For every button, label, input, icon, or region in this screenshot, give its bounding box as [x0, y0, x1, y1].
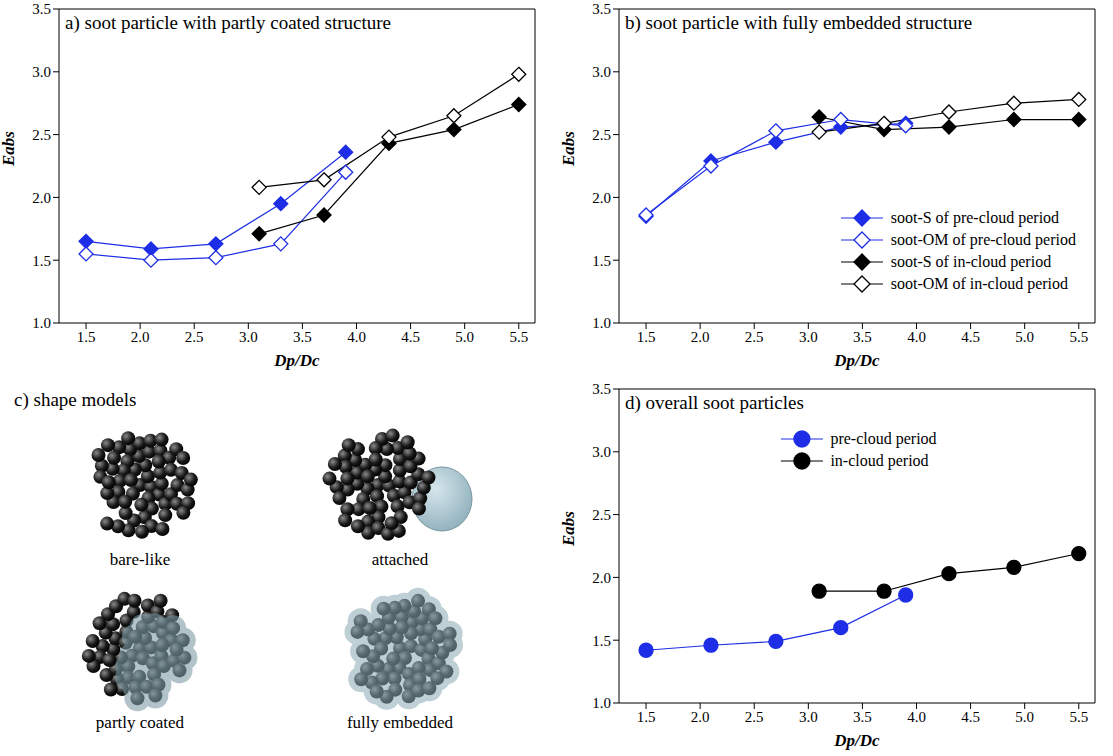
html-text:soot-S of in-cloud period: soot-S of in-cloud period	[890, 253, 1052, 270]
svg-text:Dp/Dc: Dp/Dc	[833, 731, 880, 750]
svg-text:5.5: 5.5	[509, 329, 528, 345]
svg-text:1.5: 1.5	[77, 329, 96, 345]
svg-text:attached: attached	[372, 550, 429, 569]
svg-text:2.5: 2.5	[592, 127, 611, 143]
svg-text:3.0: 3.0	[592, 64, 611, 80]
svg-text:4.5: 4.5	[401, 329, 420, 345]
svg-text:3.0: 3.0	[592, 444, 611, 460]
html-text:a) soot particle with partly c: a) soot particle with partly coated stru…	[65, 12, 391, 33]
svg-text:3.0: 3.0	[799, 329, 818, 345]
svg-text:Eabs: Eabs	[0, 131, 18, 167]
svg-text:2.0: 2.0	[131, 329, 150, 345]
svg-text:Dp/Dc: Dp/Dc	[833, 351, 880, 370]
svg-text:Eabs: Eabs	[560, 131, 578, 167]
svg-text:5.0: 5.0	[455, 329, 474, 345]
svg-text:4.5: 4.5	[961, 329, 980, 345]
svg-text:3.5: 3.5	[853, 709, 872, 725]
svg-text:fully embedded: fully embedded	[347, 713, 454, 732]
svg-text:4.0: 4.0	[907, 329, 926, 345]
svg-text:1.5: 1.5	[32, 253, 51, 269]
svg-text:4.0: 4.0	[347, 329, 366, 345]
svg-text:2.0: 2.0	[592, 190, 611, 206]
svg-text:3.0: 3.0	[239, 329, 258, 345]
svg-text:3.0: 3.0	[799, 709, 818, 725]
svg-text:3.5: 3.5	[592, 381, 611, 397]
svg-text:1.5: 1.5	[637, 329, 656, 345]
svg-text:1.0: 1.0	[32, 315, 51, 331]
svg-text:3.5: 3.5	[293, 329, 312, 345]
svg-text:4.5: 4.5	[961, 709, 980, 725]
svg-text:1.0: 1.0	[592, 695, 611, 711]
html-text:pre-cloud period: pre-cloud period	[830, 430, 937, 447]
svg-text:3.0: 3.0	[32, 64, 51, 80]
html-text:in-cloud period: in-cloud period	[830, 452, 929, 469]
svg-text:3.5: 3.5	[853, 329, 872, 345]
svg-text:2.5: 2.5	[592, 507, 611, 523]
html-text:b) soot particle with fully em: b) soot particle with fully embedded str…	[625, 12, 973, 33]
html-text:soot-S of pre-cloud period: soot-S of pre-cloud period	[890, 209, 1060, 226]
svg-text:5.5: 5.5	[1069, 329, 1088, 345]
html-text:soot-OM of pre-cloud period: soot-OM of pre-cloud period	[890, 231, 1076, 248]
svg-text:partly coated: partly coated	[96, 713, 185, 732]
svg-text:1.5: 1.5	[592, 253, 611, 269]
svg-text:2.5: 2.5	[745, 329, 764, 345]
svg-text:Eabs: Eabs	[560, 511, 578, 547]
svg-text:1.5: 1.5	[592, 633, 611, 649]
svg-text:2.0: 2.0	[691, 329, 710, 345]
svg-text:3.5: 3.5	[32, 1, 51, 17]
svg-text:3.5: 3.5	[592, 1, 611, 17]
html-text:soot-OM of in-cloud period: soot-OM of in-cloud period	[890, 275, 1068, 292]
html-text:d) overall soot particles: d) overall soot particles	[625, 392, 804, 413]
svg-text:bare-like: bare-like	[110, 550, 170, 569]
svg-text:1.5: 1.5	[637, 709, 656, 725]
svg-text:2.5: 2.5	[185, 329, 204, 345]
svg-text:5.0: 5.0	[1015, 709, 1034, 725]
svg-text:5.5: 5.5	[1069, 709, 1088, 725]
svg-text:1.0: 1.0	[592, 315, 611, 331]
svg-text:2.0: 2.0	[691, 709, 710, 725]
svg-text:2.0: 2.0	[32, 190, 51, 206]
svg-text:2.5: 2.5	[32, 127, 51, 143]
svg-text:4.0: 4.0	[907, 709, 926, 725]
svg-text:c) shape models: c) shape models	[14, 389, 136, 411]
svg-text:Dp/Dc: Dp/Dc	[273, 351, 320, 370]
svg-text:2.0: 2.0	[592, 570, 611, 586]
svg-text:2.5: 2.5	[745, 709, 764, 725]
svg-text:5.0: 5.0	[1015, 329, 1034, 345]
